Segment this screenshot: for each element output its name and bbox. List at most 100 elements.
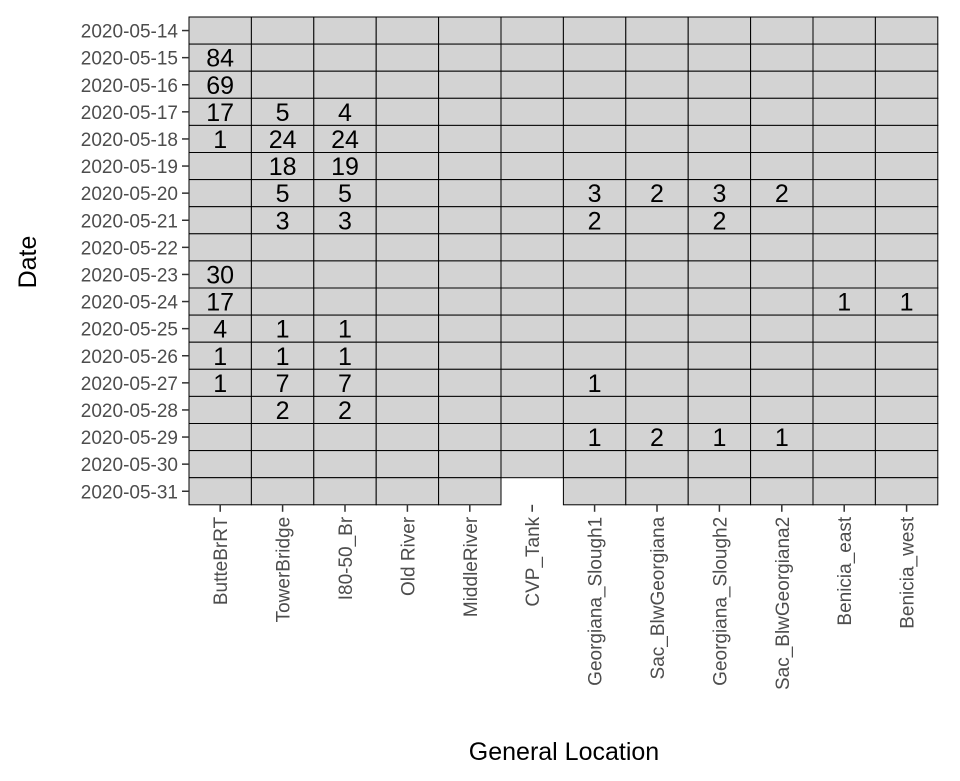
data-label-towerbridge-2020-05-26: 1 (276, 343, 290, 371)
tile-georgiana-slough2-2020-05-17 (687, 97, 752, 126)
tile-georgiana-slough2-2020-05-23 (687, 260, 752, 289)
tile-georgiana-slough1-2020-05-16 (562, 70, 627, 99)
tile-towerbridge-2020-05-16 (250, 70, 315, 99)
tile-sac-blwgeorgiana-2020-05-31 (625, 477, 689, 506)
tile-buttebrrt-2020-05-16 (188, 70, 252, 99)
x-tick-label: ButteBrRT (211, 516, 232, 605)
tile-old-river-2020-05-26 (375, 341, 440, 370)
tile-sac-blwgeorgiana2-2020-05-15 (750, 43, 814, 72)
tile-cvp-tank-2020-05-23 (500, 260, 564, 289)
tile-cvp-tank-2020-05-24 (500, 287, 564, 316)
tile-old-river-2020-05-14 (375, 16, 440, 45)
data-label-buttebrrt-2020-05-15: 84 (206, 45, 234, 73)
tile-benicia-west-2020-05-22 (874, 233, 939, 262)
tile-georgiana-slough2-2020-05-22 (687, 233, 752, 262)
tile-benicia-east-2020-05-26 (812, 341, 876, 370)
tile-buttebrrt-2020-05-19 (188, 152, 252, 181)
tile-sac-blwgeorgiana-2020-05-30 (625, 450, 689, 479)
y-axis: 2020-05-14 2020-05-15 2020-05-16 2020-05-17… (81, 22, 189, 503)
tile-middleriver-2020-05-31 (438, 477, 502, 506)
tile-sac-blwgeorgiana2-2020-05-31 (750, 477, 814, 506)
tile-benicia-west-2020-05-29 (874, 423, 939, 452)
data-label-towerbridge-2020-05-25: 1 (276, 316, 290, 344)
data-label-georgiana-slough1-2020-05-21: 2 (588, 207, 602, 235)
data-label-georgiana-slough2-2020-05-21: 2 (712, 207, 726, 235)
tile-middleriver-2020-05-28 (438, 395, 502, 424)
tile-benicia-west-2020-05-30 (874, 450, 939, 479)
y-tick-label: 2020-05-23 (81, 265, 178, 286)
tile-sac-blwgeorgiana-2020-05-18 (625, 124, 689, 154)
x-tick-label: MiddleRiver (461, 516, 482, 617)
tile-middleriver-2020-05-29 (438, 423, 502, 452)
tile-i80-50-br-2020-05-14 (313, 16, 377, 45)
data-label-benicia-west-2020-05-24: 1 (900, 289, 914, 317)
tile-buttebrrt-2020-05-27 (188, 368, 252, 397)
x-tick-label: TowerBridge (274, 517, 295, 623)
tile-benicia-west-2020-05-14 (874, 16, 939, 45)
tile-middleriver-2020-05-17 (438, 97, 502, 126)
tile-benicia-east-2020-05-20 (812, 179, 876, 208)
x-tick-label: I80-50_Br (336, 516, 357, 600)
data-label-buttebrrt-2020-05-25: 4 (213, 316, 227, 344)
tile-old-river-2020-05-16 (375, 70, 440, 99)
tile-middleriver-2020-05-14 (438, 16, 502, 45)
data-label-towerbridge-2020-05-27: 7 (276, 370, 290, 398)
tile-old-river-2020-05-21 (375, 206, 440, 235)
tile-georgiana-slough2-2020-05-16 (687, 70, 752, 99)
tile-towerbridge-2020-05-29 (250, 423, 315, 452)
tile-cvp-tank-2020-05-15 (500, 43, 564, 72)
tile-georgiana-slough1-2020-05-15 (562, 43, 627, 72)
tile-benicia-east-2020-05-24 (812, 287, 876, 316)
y-tick-label: 2020-05-27 (81, 374, 178, 395)
tile-georgiana-slough1-2020-05-22 (562, 233, 627, 262)
tile-benicia-west-2020-05-26 (874, 341, 939, 370)
tile-benicia-west-2020-05-21 (874, 206, 939, 235)
data-label-georgiana-slough1-2020-05-29: 1 (588, 424, 602, 452)
tile-georgiana-slough1-2020-05-19 (562, 152, 627, 181)
tile-cvp-tank-2020-05-19 (500, 152, 564, 181)
tile-sac-blwgeorgiana2-2020-05-20 (750, 179, 814, 208)
tile-buttebrrt-2020-05-23 (188, 260, 252, 289)
tile-old-river-2020-05-19 (375, 152, 440, 181)
tile-georgiana-slough1-2020-05-31 (562, 477, 627, 506)
tile-cvp-tank-2020-05-25 (500, 314, 564, 343)
tile-sac-blwgeorgiana-2020-05-24 (625, 287, 689, 316)
tile-old-river-2020-05-17 (375, 97, 440, 126)
tile-old-river-2020-05-27 (375, 368, 440, 397)
tile-sac-blwgeorgiana2-2020-05-14 (750, 16, 814, 45)
tile-sac-blwgeorgiana2-2020-05-24 (750, 287, 814, 316)
tile-georgiana-slough2-2020-05-31 (687, 477, 752, 506)
data-label-towerbridge-2020-05-17: 5 (276, 99, 290, 127)
tile-georgiana-slough2-2020-05-18 (687, 124, 752, 154)
y-tick-label: 2020-05-29 (81, 428, 178, 449)
y-tick-label: 2020-05-20 (81, 184, 178, 205)
tile-sac-blwgeorgiana-2020-05-21 (625, 206, 689, 235)
data-label-i80-50-br-2020-05-20: 5 (338, 180, 352, 208)
tile-cvp-tank-2020-05-16 (500, 70, 564, 99)
tile-benicia-east-2020-05-22 (812, 233, 876, 262)
tile-buttebrrt-2020-05-29 (188, 423, 252, 452)
tile-i80-50-br-2020-05-23 (313, 260, 377, 289)
tile-sac-blwgeorgiana-2020-05-26 (625, 341, 689, 370)
tile-grid (188, 16, 939, 506)
tile-middleriver-2020-05-25 (438, 314, 502, 343)
tile-sac-blwgeorgiana2-2020-05-25 (750, 314, 814, 343)
y-tick-label: 2020-05-31 (81, 482, 178, 503)
tile-sac-blwgeorgiana2-2020-05-16 (750, 70, 814, 99)
data-label-i80-50-br-2020-05-27: 7 (338, 370, 352, 398)
tile-benicia-west-2020-05-23 (874, 260, 939, 289)
tile-sac-blwgeorgiana-2020-05-25 (625, 314, 689, 343)
data-label-buttebrrt-2020-05-17: 17 (206, 99, 234, 127)
y-tick-label: 2020-05-24 (81, 293, 179, 314)
y-tick-label: 2020-05-21 (81, 211, 178, 232)
tile-middleriver-2020-05-21 (438, 206, 502, 235)
tile-middleriver-2020-05-26 (438, 341, 502, 370)
tile-sac-blwgeorgiana-2020-05-14 (625, 16, 689, 45)
data-label-i80-50-br-2020-05-21: 3 (338, 207, 352, 235)
tile-towerbridge-2020-05-14 (250, 16, 315, 45)
y-tick-label: 2020-05-18 (81, 130, 178, 151)
tile-benicia-west-2020-05-27 (874, 368, 939, 397)
tile-old-river-2020-05-24 (375, 287, 440, 316)
tile-i80-50-br-2020-05-18 (313, 124, 377, 154)
tile-sac-blwgeorgiana2-2020-05-28 (750, 395, 814, 424)
